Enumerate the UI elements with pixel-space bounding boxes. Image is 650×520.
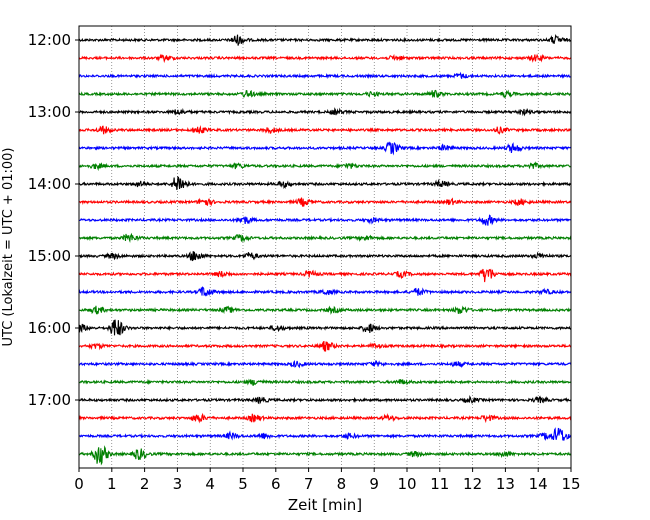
- x-tick-label-15: 15: [561, 475, 580, 493]
- y-tick-label-13:00: 13:00: [28, 103, 71, 121]
- x-tick-label-1: 1: [107, 475, 117, 493]
- trace-16:30: [78, 359, 572, 369]
- trace-15:45: [78, 305, 572, 315]
- x-tick-label-2: 2: [140, 475, 150, 493]
- y-tick-label-14:00: 14:00: [28, 175, 71, 193]
- trace-12:45: [78, 89, 572, 99]
- trace-13:00: [78, 107, 572, 117]
- x-tick-label-4: 4: [205, 475, 215, 493]
- trace-12:15: [78, 53, 572, 64]
- x-tick-label-12: 12: [463, 475, 482, 493]
- trace-13:30: [78, 141, 572, 156]
- trace-14:15: [78, 197, 572, 207]
- trace-group: [78, 33, 572, 466]
- x-tick-label-9: 9: [369, 475, 379, 493]
- x-tick-label-6: 6: [271, 475, 281, 493]
- y-axis-label: UTC (Lokalzeit = UTC + 01:00): [1, 148, 16, 347]
- trace-14:00: [78, 175, 572, 190]
- y-tick-label-17:00: 17:00: [28, 391, 71, 409]
- x-tick-label-5: 5: [238, 475, 248, 493]
- x-tick-label-11: 11: [430, 475, 449, 493]
- trace-17:30: [78, 427, 572, 441]
- y-axis-ticks: 12:00 13:00 14:00 15:00 16:00 17:00: [28, 31, 79, 409]
- trace-13:15: [78, 124, 572, 135]
- trace-13:45: [78, 161, 572, 172]
- x-tick-label-7: 7: [304, 475, 314, 493]
- x-axis-ticks: 0 1 2 3 4 5 6 7 8 9 10 11 12 13 14 15: [74, 468, 581, 493]
- trace-14:30: [78, 214, 572, 226]
- y-tick-label-12:00: 12:00: [28, 31, 71, 49]
- x-tick-label-8: 8: [337, 475, 347, 493]
- trace-16:15: [78, 341, 572, 352]
- trace-16:45: [78, 378, 572, 386]
- trace-17:00: [78, 394, 572, 405]
- trace-12:30: [78, 71, 572, 80]
- trace-15:15: [78, 268, 572, 283]
- trace-15:30: [78, 286, 572, 297]
- trace-17:15: [78, 412, 572, 424]
- x-tick-label-3: 3: [173, 475, 183, 493]
- trace-17:45: [78, 445, 572, 466]
- trace-15:00: [78, 251, 572, 262]
- x-tick-label-14: 14: [529, 475, 548, 493]
- plot-frame: [78, 25, 572, 469]
- trace-12:00: [78, 33, 572, 46]
- y-tick-label-15:00: 15:00: [28, 247, 71, 265]
- trace-14:45: [78, 232, 572, 244]
- x-tick-label-0: 0: [74, 475, 84, 493]
- x-axis-label: Zeit [min]: [288, 496, 362, 514]
- y-tick-label-16:00: 16:00: [28, 319, 71, 337]
- x-tick-label-13: 13: [496, 475, 515, 493]
- x-tick-label-10: 10: [397, 475, 416, 493]
- trace-16:00: [78, 319, 572, 336]
